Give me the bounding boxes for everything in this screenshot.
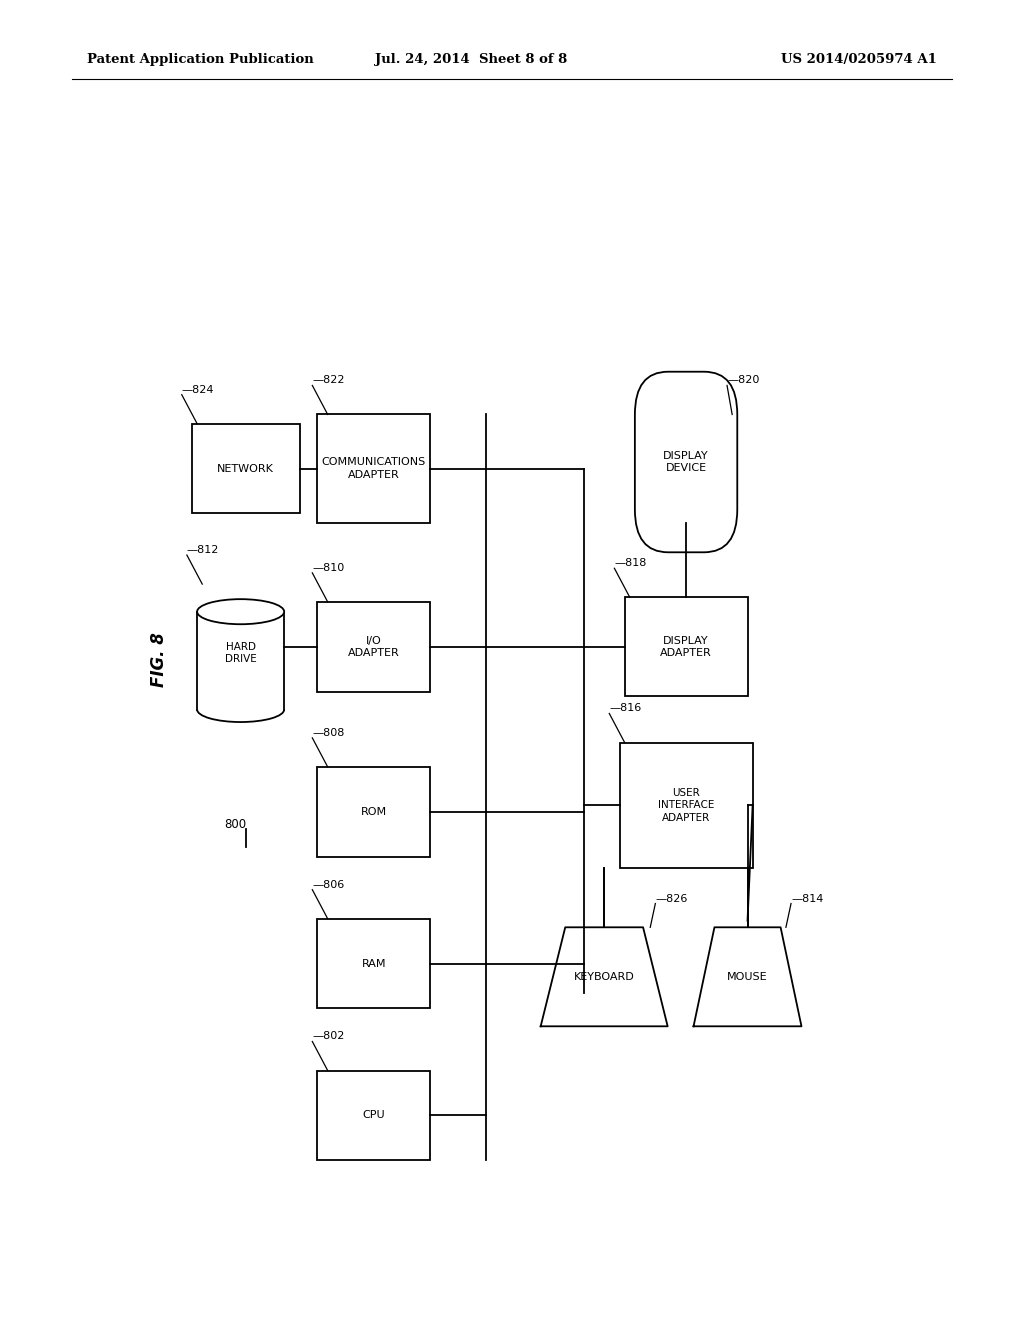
Text: CPU: CPU (362, 1110, 385, 1121)
Text: US 2014/0205974 A1: US 2014/0205974 A1 (781, 53, 937, 66)
Text: —818: —818 (614, 558, 647, 568)
Ellipse shape (197, 599, 284, 624)
Text: DISPLAY
DEVICE: DISPLAY DEVICE (664, 451, 709, 473)
Bar (317, 602, 430, 692)
Bar (317, 1071, 430, 1160)
Text: —812: —812 (186, 545, 219, 554)
Text: I/O
ADAPTER: I/O ADAPTER (348, 636, 399, 657)
Text: NETWORK: NETWORK (217, 463, 274, 474)
Text: —820: —820 (727, 375, 760, 385)
Text: —824: —824 (182, 384, 214, 395)
Bar (317, 767, 430, 857)
Text: 800: 800 (224, 818, 247, 832)
Text: Patent Application Publication: Patent Application Publication (87, 53, 313, 66)
Text: USER
INTERFACE
ADAPTER: USER INTERFACE ADAPTER (657, 788, 715, 822)
Text: —816: —816 (609, 704, 641, 713)
Bar (317, 919, 430, 1008)
Text: —826: —826 (655, 894, 688, 903)
Text: KEYBOARD: KEYBOARD (573, 972, 635, 982)
Text: HARD
DRIVE: HARD DRIVE (224, 642, 257, 664)
Bar (317, 414, 430, 523)
Text: —822: —822 (312, 375, 345, 385)
Text: —806: —806 (312, 879, 344, 890)
Text: RAM: RAM (361, 958, 386, 969)
Bar (193, 424, 299, 513)
Text: ROM: ROM (360, 807, 387, 817)
Text: —808: —808 (312, 727, 345, 738)
Bar (625, 597, 748, 697)
Text: —802: —802 (312, 1031, 345, 1041)
Text: Jul. 24, 2014  Sheet 8 of 8: Jul. 24, 2014 Sheet 8 of 8 (375, 53, 567, 66)
Text: FIG. 8: FIG. 8 (150, 632, 168, 688)
Bar (620, 742, 753, 869)
Text: —810: —810 (312, 562, 344, 573)
Text: DISPLAY
ADAPTER: DISPLAY ADAPTER (660, 636, 712, 657)
Text: COMMUNICATIONS
ADAPTER: COMMUNICATIONS ADAPTER (322, 458, 426, 479)
Text: MOUSE: MOUSE (727, 972, 768, 982)
Text: —814: —814 (791, 894, 823, 903)
